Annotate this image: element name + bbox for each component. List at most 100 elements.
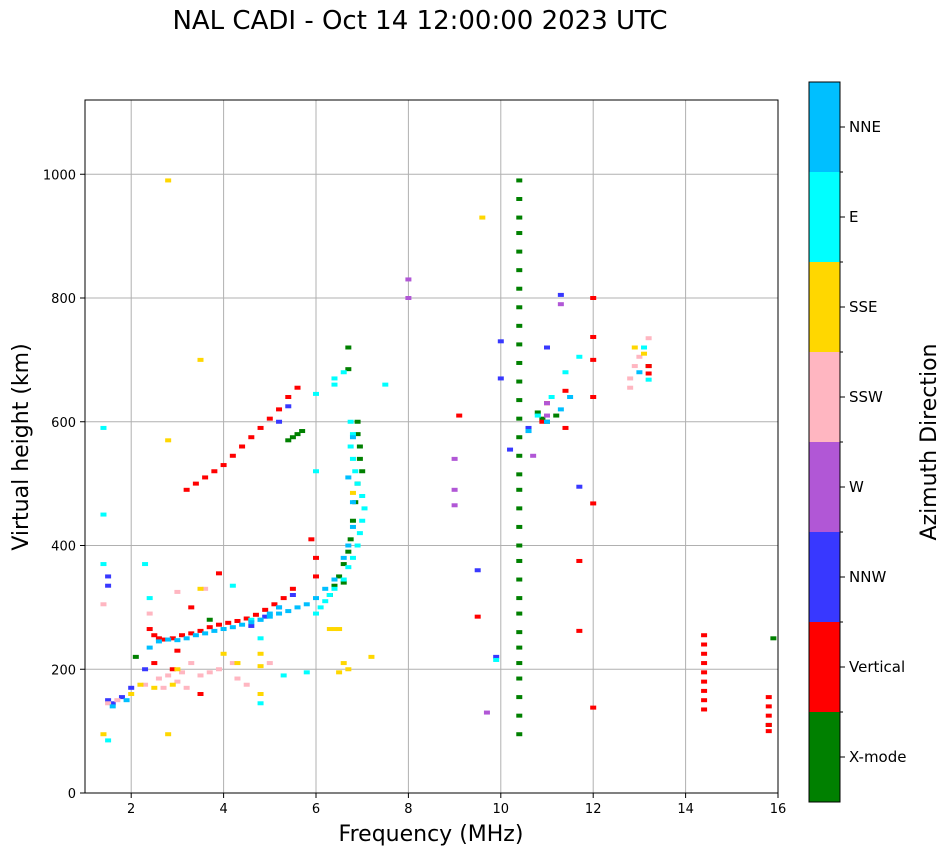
data-point-sse xyxy=(174,667,181,672)
data-point-vertical xyxy=(590,296,597,300)
data-point-nnw xyxy=(493,654,500,659)
data-point-nne xyxy=(349,435,356,440)
data-point-ssw xyxy=(627,376,634,381)
data-point-vertical xyxy=(271,602,278,607)
data-point-vertical xyxy=(701,651,708,656)
data-point-x-mode xyxy=(516,472,523,477)
data-point-nne xyxy=(248,620,255,625)
data-point-nne xyxy=(155,639,162,644)
data-point-vertical xyxy=(590,395,597,399)
data-point-e xyxy=(331,382,338,387)
data-point-ssw xyxy=(229,661,236,666)
data-point-nne xyxy=(109,704,116,709)
data-point-vertical xyxy=(220,463,227,468)
data-point-nne xyxy=(331,577,338,582)
data-point-vertical xyxy=(169,667,176,672)
data-point-nnw xyxy=(105,583,112,588)
data-point-vertical xyxy=(456,413,463,418)
data-point-nne xyxy=(211,628,218,633)
plot-frame xyxy=(84,99,779,794)
data-point-nne xyxy=(285,609,292,614)
y-axis-label: Virtual height (km) xyxy=(9,343,34,550)
data-point-e xyxy=(331,376,338,381)
data-point-vertical xyxy=(701,698,708,703)
x-tick-label: 16 xyxy=(770,802,787,817)
data-point-sse xyxy=(165,732,172,737)
data-point-x-mode xyxy=(336,574,343,579)
data-point-vertical xyxy=(280,596,287,601)
x-tick-label: 12 xyxy=(585,802,602,817)
data-point-x-mode xyxy=(340,562,347,567)
data-point-nnw xyxy=(525,425,532,430)
data-point-w xyxy=(544,413,550,418)
data-point-vertical xyxy=(645,364,652,369)
data-point-x-mode xyxy=(347,537,354,542)
colorbar-frame xyxy=(808,81,841,803)
data-point-vertical xyxy=(562,388,569,393)
data-point-sse xyxy=(345,667,352,672)
data-point-ssw xyxy=(266,661,273,666)
colorbar-label: W xyxy=(849,478,864,496)
data-point-nne xyxy=(174,638,181,643)
data-point-e xyxy=(100,425,107,430)
data-point-sse xyxy=(349,490,356,495)
data-point-vertical xyxy=(474,614,481,619)
data-point-vertical xyxy=(765,722,772,727)
data-point-w xyxy=(405,277,412,282)
data-point-vertical xyxy=(590,501,597,506)
data-point-vertical xyxy=(174,648,181,653)
data-point-x-mode xyxy=(516,342,523,347)
data-point-vertical xyxy=(701,707,708,712)
data-point-x-mode xyxy=(516,558,523,563)
data-point-nne xyxy=(257,617,264,622)
data-point-w xyxy=(451,503,458,508)
data-point-vertical xyxy=(160,637,167,642)
data-point-x-mode xyxy=(516,398,523,403)
data-point-vertical xyxy=(202,475,209,480)
x-axis-label: Frequency (MHz) xyxy=(339,822,524,847)
data-point-x-mode xyxy=(516,435,523,440)
data-point-nnw xyxy=(497,376,504,381)
y-tick-label: 0 xyxy=(68,787,76,802)
data-point-vertical xyxy=(645,371,652,376)
data-point-vertical xyxy=(266,416,273,421)
x-tick-label: 4 xyxy=(219,802,227,817)
data-point-e xyxy=(340,577,347,582)
data-point-ssw xyxy=(100,602,107,607)
data-point-nnw xyxy=(248,623,255,628)
x-axis-ticks: 2 4 6 8 10 12 14 16 xyxy=(127,793,786,817)
data-point-w xyxy=(405,296,412,300)
data-point-vertical xyxy=(155,636,162,641)
data-point-x-mode xyxy=(516,231,523,236)
data-point-sse xyxy=(100,732,107,737)
data-point-x-mode xyxy=(206,617,213,622)
data-point-vertical xyxy=(151,633,158,638)
y-tick-label: 200 xyxy=(51,663,76,678)
colorbar: X-mode Vertical NNW W SSW SSE E NNE xyxy=(808,81,906,803)
data-point-x-mode xyxy=(354,432,361,437)
data-point-vertical xyxy=(562,425,569,430)
data-point-e xyxy=(359,494,366,498)
data-point-ssw xyxy=(636,354,643,359)
colorbar-label: SSW xyxy=(849,388,883,406)
data-point-vertical xyxy=(188,631,195,636)
x-tick-label: 10 xyxy=(493,802,510,817)
data-point-w xyxy=(557,302,564,307)
colorbar-segment-ssw xyxy=(809,352,840,442)
data-point-nne xyxy=(636,370,643,375)
data-point-e xyxy=(345,565,352,570)
colorbar-segment-nne xyxy=(809,82,840,172)
data-point-nne xyxy=(294,605,301,610)
data-point-ssw xyxy=(114,698,121,703)
colorbar-label: SSE xyxy=(849,298,878,316)
data-point-e xyxy=(280,673,287,678)
data-point-nne xyxy=(544,419,550,424)
data-point-ssw xyxy=(105,701,112,706)
data-point-sse xyxy=(336,670,343,675)
data-point-nne xyxy=(322,586,329,591)
data-point-nnw xyxy=(285,404,292,409)
data-point-vertical xyxy=(197,692,204,696)
data-point-e xyxy=(349,432,356,437)
data-point-ssw xyxy=(202,586,209,591)
data-point-nnw xyxy=(128,685,135,690)
